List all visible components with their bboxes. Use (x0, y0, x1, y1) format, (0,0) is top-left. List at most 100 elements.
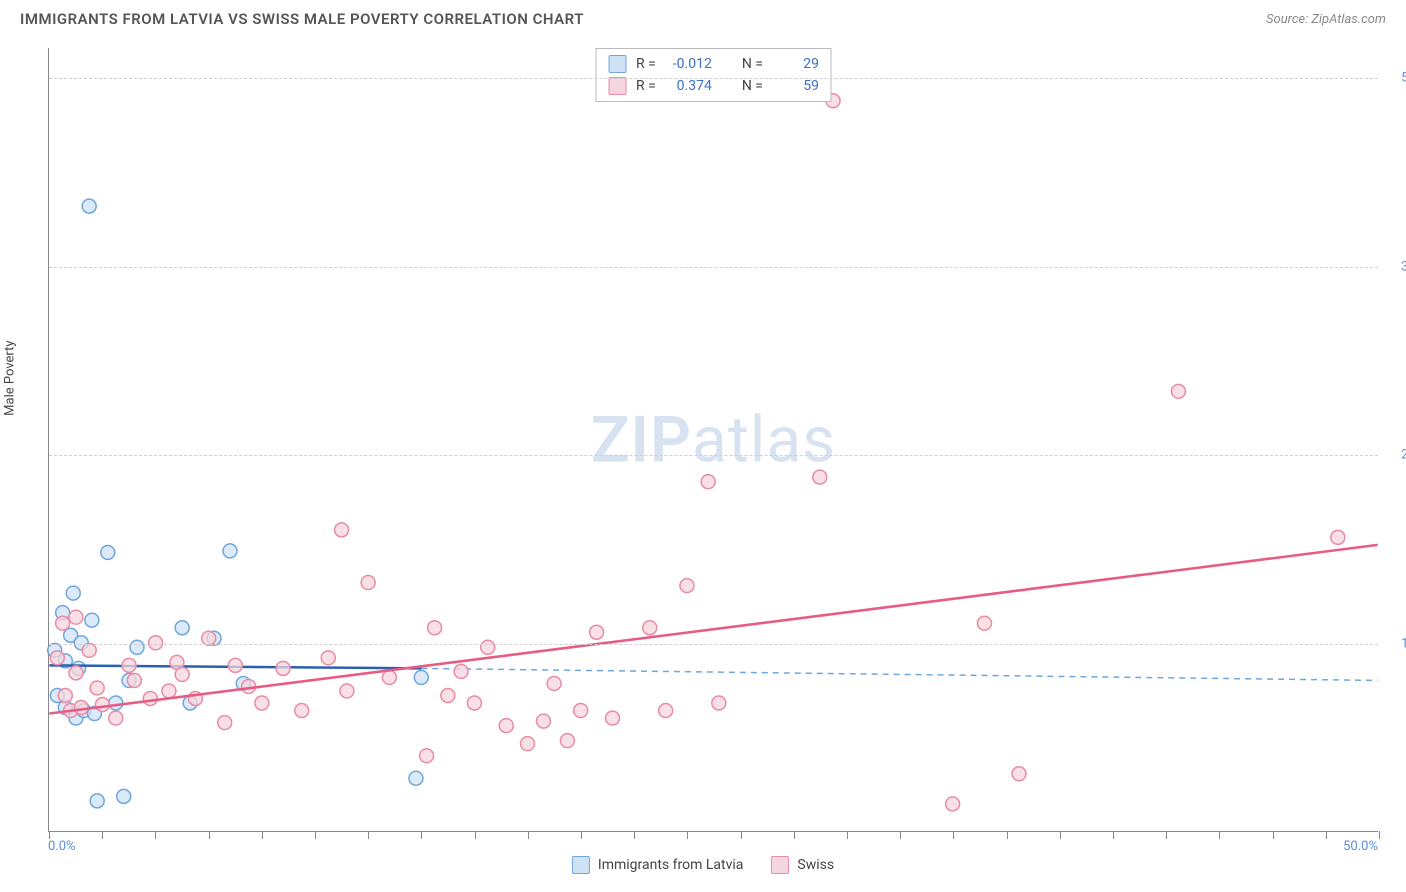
data-point (69, 666, 83, 680)
data-point (162, 684, 176, 698)
data-point (1012, 767, 1026, 781)
data-point (499, 719, 513, 733)
data-point (467, 696, 481, 710)
x-tick (794, 831, 795, 839)
y-tick-label: 12.5% (1386, 636, 1406, 651)
data-point (122, 658, 136, 672)
n-label: N = (742, 56, 763, 72)
x-tick (1060, 831, 1061, 839)
data-point (340, 684, 354, 698)
data-point (90, 681, 104, 695)
x-tick (262, 831, 263, 839)
n-label: N = (742, 78, 763, 94)
legend-item: Swiss (771, 856, 834, 874)
r-label: R = (636, 78, 656, 94)
data-point (414, 670, 428, 684)
data-point (90, 794, 104, 808)
y-tick-label: 25.0% (1386, 448, 1406, 463)
x-tick (1379, 831, 1380, 839)
data-point (255, 696, 269, 710)
gridline (49, 644, 1378, 645)
legend-swatch (608, 77, 626, 95)
n-value: 59 (773, 78, 819, 94)
data-point (606, 711, 620, 725)
x-tick (634, 831, 635, 839)
legend-swatch (771, 856, 789, 874)
x-tick (1326, 831, 1327, 839)
data-point (335, 523, 349, 537)
data-point (56, 616, 70, 630)
x-tick (528, 831, 529, 839)
data-point (175, 621, 189, 635)
x-axis-min-label: 0.0% (48, 839, 76, 854)
trend-line-extrapolated (421, 668, 1377, 680)
data-point (117, 789, 131, 803)
y-tick-label: 37.5% (1386, 259, 1406, 274)
source-attribution: Source: ZipAtlas.com (1266, 12, 1386, 27)
gridline (49, 78, 1378, 79)
x-tick (475, 831, 476, 839)
x-axis-max-label: 50.0% (1343, 839, 1378, 854)
r-label: R = (636, 56, 656, 72)
x-tick (1113, 831, 1114, 839)
data-point (143, 692, 157, 706)
data-point (218, 716, 232, 730)
data-point (813, 470, 827, 484)
data-point (521, 737, 535, 751)
data-point (228, 658, 242, 672)
x-tick (847, 831, 848, 839)
data-point (101, 545, 115, 559)
data-point (109, 711, 123, 725)
data-point (680, 579, 694, 593)
data-point (481, 640, 495, 654)
data-point (95, 698, 109, 712)
data-point (361, 576, 375, 590)
chart-title: IMMIGRANTS FROM LATVIA VS SWISS MALE POV… (20, 10, 584, 28)
data-point (127, 673, 141, 687)
x-tick (102, 831, 103, 839)
data-point (109, 696, 123, 710)
data-point (441, 688, 455, 702)
x-tick (209, 831, 210, 839)
data-point (321, 651, 335, 665)
data-point (560, 734, 574, 748)
data-point (1331, 530, 1345, 544)
data-point (536, 714, 550, 728)
data-point (946, 797, 960, 811)
data-point (643, 621, 657, 635)
data-point (66, 586, 80, 600)
gridline (49, 267, 1378, 268)
data-point (590, 625, 604, 639)
x-tick (1007, 831, 1008, 839)
x-tick (687, 831, 688, 839)
n-value: 29 (773, 56, 819, 72)
data-point (428, 621, 442, 635)
data-point (58, 688, 72, 702)
legend-swatch (572, 856, 590, 874)
x-tick (1166, 831, 1167, 839)
x-tick (1273, 831, 1274, 839)
gridline (49, 455, 1378, 456)
data-point (50, 651, 64, 665)
data-point (82, 643, 96, 657)
r-value: 0.374 (666, 78, 712, 94)
y-tick-label: 50.0% (1386, 71, 1406, 86)
x-tick (421, 831, 422, 839)
data-point (276, 661, 290, 675)
r-value: -0.012 (666, 56, 712, 72)
x-tick (581, 831, 582, 839)
data-point (69, 610, 83, 624)
data-point (409, 771, 423, 785)
data-point (74, 701, 88, 715)
data-point (85, 613, 99, 627)
data-point (454, 664, 468, 678)
data-point (977, 616, 991, 630)
data-point (223, 544, 237, 558)
data-point (547, 676, 561, 690)
data-point (82, 199, 96, 213)
x-tick (953, 831, 954, 839)
x-tick (368, 831, 369, 839)
data-point (574, 704, 588, 718)
data-point (295, 704, 309, 718)
data-point (701, 475, 715, 489)
